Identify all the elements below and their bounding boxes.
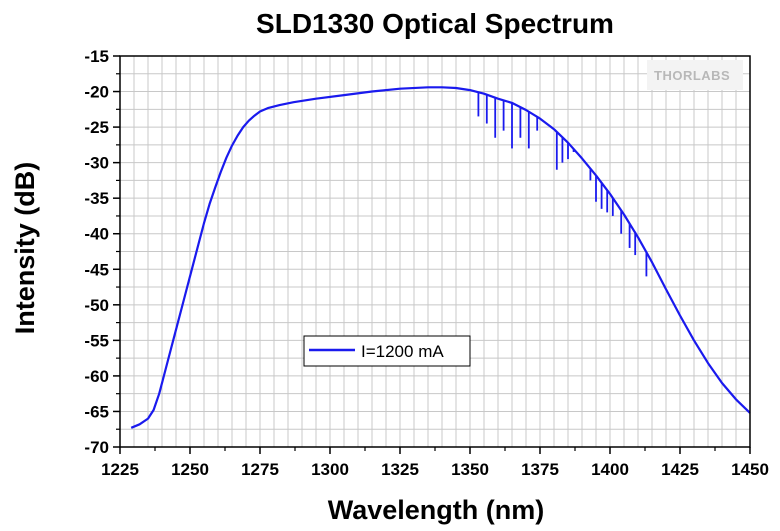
x-tick-label: 1325: [381, 460, 419, 479]
y-tick-label: -55: [84, 331, 109, 350]
y-tick-label: -50: [84, 296, 109, 315]
y-tick-label: -30: [84, 154, 109, 173]
x-tick-label: 1425: [661, 460, 699, 479]
chart-title: SLD1330 Optical Spectrum: [256, 8, 614, 39]
y-tick-labels: -15 -20 -25 -30 -35 -40 -45 -50 -55 -60 -65 -70: [84, 47, 109, 457]
x-tick-label: 1225: [101, 460, 139, 479]
y-tick-label: -40: [84, 225, 109, 244]
x-tick-label: 1375: [521, 460, 559, 479]
y-tick-label: -20: [84, 83, 109, 102]
plot-line-group: [130, 86, 751, 429]
thorlabs-logo: THORLABS: [647, 60, 743, 90]
y-tick-label: -15: [84, 47, 109, 66]
legend: I=1200 mA: [303, 335, 471, 367]
logo-text: THORLABS: [654, 68, 730, 83]
legend-label: I=1200 mA: [361, 342, 444, 361]
y-tick-label: -70: [84, 438, 109, 457]
y-tick-label: -35: [84, 189, 109, 208]
x-tick-label: 1250: [171, 460, 209, 479]
y-tick-label: -45: [84, 260, 109, 279]
y-tick-label: -60: [84, 367, 109, 386]
x-tick-label: 1450: [731, 460, 769, 479]
x-tick-label: 1350: [451, 460, 489, 479]
y-axis-label: Intensity (dB): [10, 162, 40, 335]
x-tick-label: 1275: [241, 460, 279, 479]
grid-lines: [119, 55, 751, 448]
x-tick-labels: 1225 1250 1275 1300 1325 1350 1375 1400 1425 1450: [101, 460, 769, 479]
logo-background: [647, 60, 743, 90]
y-tick-label: -25: [84, 118, 109, 137]
tick-marks: [113, 55, 751, 454]
x-axis-label: Wavelength (nm): [328, 495, 545, 525]
x-tick-label: 1400: [591, 460, 629, 479]
series-line: [130, 86, 751, 429]
x-tick-label: 1300: [311, 460, 349, 479]
y-tick-label: -65: [84, 402, 109, 421]
